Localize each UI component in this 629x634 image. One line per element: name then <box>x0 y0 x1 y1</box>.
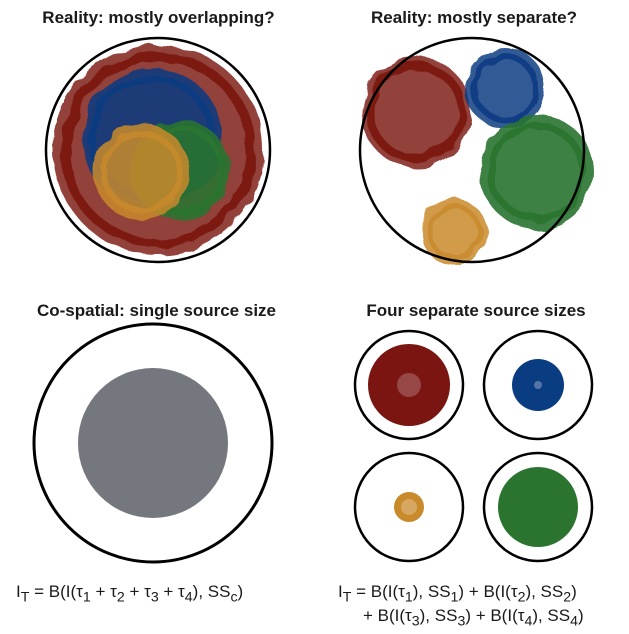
red-source-blob <box>361 57 471 167</box>
combined-source-disk <box>78 368 228 518</box>
equation-single-source-size: IT = B(I(τ1 + τ2 + τ3 + τ4), SSc) <box>16 582 244 606</box>
red-source-disk <box>368 344 450 426</box>
orange-source-blob <box>94 124 190 220</box>
blue-source-ring <box>471 54 539 122</box>
green-source-blob <box>480 115 594 229</box>
panel-title-overlapping: Reality: mostly overlapping? <box>42 8 275 27</box>
orange-source-ring <box>426 204 482 260</box>
panel-title-co-spatial: Co-spatial: single source size <box>36 301 276 320</box>
green-source-disk <box>498 467 578 547</box>
orange-source-core <box>401 499 417 515</box>
beam-outline-separate <box>358 36 586 264</box>
equation-separate-line-2: + B(I(τ3), SS3) + B(I(τ4), SS4) <box>363 606 584 630</box>
four-sizes-panel <box>353 329 594 563</box>
overlapping-panel <box>44 36 272 264</box>
orange-source-ring <box>101 131 183 213</box>
red-source-ring <box>366 62 466 162</box>
panel-title-separate: Reality: mostly separate? <box>371 8 577 27</box>
separate-panel <box>358 36 594 265</box>
orange-source-disk <box>394 492 424 522</box>
beam-outline-blue <box>482 329 594 441</box>
beam-outline-red <box>353 329 465 441</box>
blue-source-disk <box>512 359 564 411</box>
equation-separate-line-1: IT = B(I(τ1), SS1) + B(I(τ2), SS2) <box>338 582 577 606</box>
panel-title-four-sizes: Four separate source sizes <box>366 301 586 320</box>
beam-outline-co-spatial <box>32 322 274 564</box>
red-source-ring <box>60 52 256 248</box>
co-spatial-panel <box>32 322 274 564</box>
beam-outline-overlapping <box>44 36 272 264</box>
beam-outline-orange <box>353 451 465 563</box>
beam-outline-green <box>482 451 594 563</box>
blue-source-core <box>534 381 542 389</box>
red-source-core <box>397 373 421 397</box>
